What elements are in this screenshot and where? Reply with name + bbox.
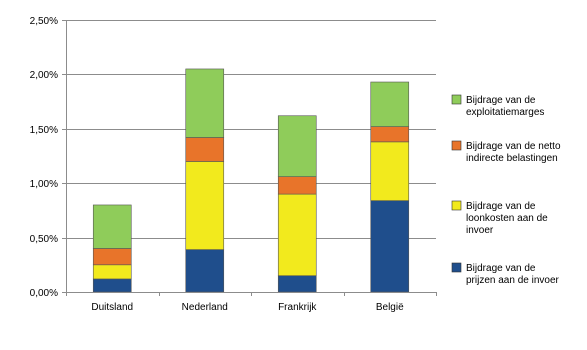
legend-label: loonkosten aan de xyxy=(466,213,548,224)
bar-segment xyxy=(92,264,132,280)
legend-label: Bijdrage van de xyxy=(466,95,536,106)
bar-segment xyxy=(370,141,410,201)
bar-segment xyxy=(92,248,132,266)
bar-segment xyxy=(277,193,317,276)
x-tick-label: Duitsland xyxy=(91,302,133,313)
bar-segment xyxy=(277,115,317,177)
legend-swatch xyxy=(451,94,462,105)
legend-label: Bijdrage van de netto xyxy=(466,141,561,152)
bar-segment xyxy=(185,68,225,138)
legend-label: invoer xyxy=(466,225,494,236)
bar-segment xyxy=(185,161,225,250)
x-tick-label: Nederland xyxy=(182,302,228,313)
legend-label: Bijdrage van de xyxy=(466,201,536,212)
bar-segment xyxy=(185,249,225,293)
bar-segment xyxy=(92,278,132,293)
x-tick-label: Frankrijk xyxy=(278,302,317,313)
bar-segment xyxy=(370,200,410,293)
bar-segment xyxy=(92,204,132,249)
y-tick-label: 2,50% xyxy=(30,16,58,27)
bar-segment xyxy=(185,137,225,162)
legend-label: indirecte belastingen xyxy=(466,153,558,164)
legend-swatch xyxy=(451,262,462,273)
axis-layer: 0,00% 0,50% 1,00% 1,50% 2,00% 2,50% Duitsland N… xyxy=(30,16,437,313)
bar-segment xyxy=(370,126,410,143)
y-tick-label: 1,50% xyxy=(30,125,58,136)
bars-layer xyxy=(92,68,410,293)
y-tick-label: 2,00% xyxy=(30,70,58,81)
y-tick-label: 0,00% xyxy=(30,288,58,299)
y-tick-label: 0,50% xyxy=(30,234,58,245)
bar-segment xyxy=(277,176,317,195)
x-tick-label: België xyxy=(376,302,404,313)
bar-segment xyxy=(277,275,317,293)
legend: Bijdrage van deexploitatiemargesBijdrage… xyxy=(451,94,561,286)
legend-swatch xyxy=(451,200,462,211)
legend-label: Bijdrage van de xyxy=(466,263,536,274)
bar-segment xyxy=(370,81,410,127)
legend-label: prijzen aan de invoer xyxy=(466,275,560,286)
legend-label: exploitatiemarges xyxy=(466,107,544,118)
legend-swatch xyxy=(451,140,462,151)
y-tick-label: 1,00% xyxy=(30,179,58,190)
